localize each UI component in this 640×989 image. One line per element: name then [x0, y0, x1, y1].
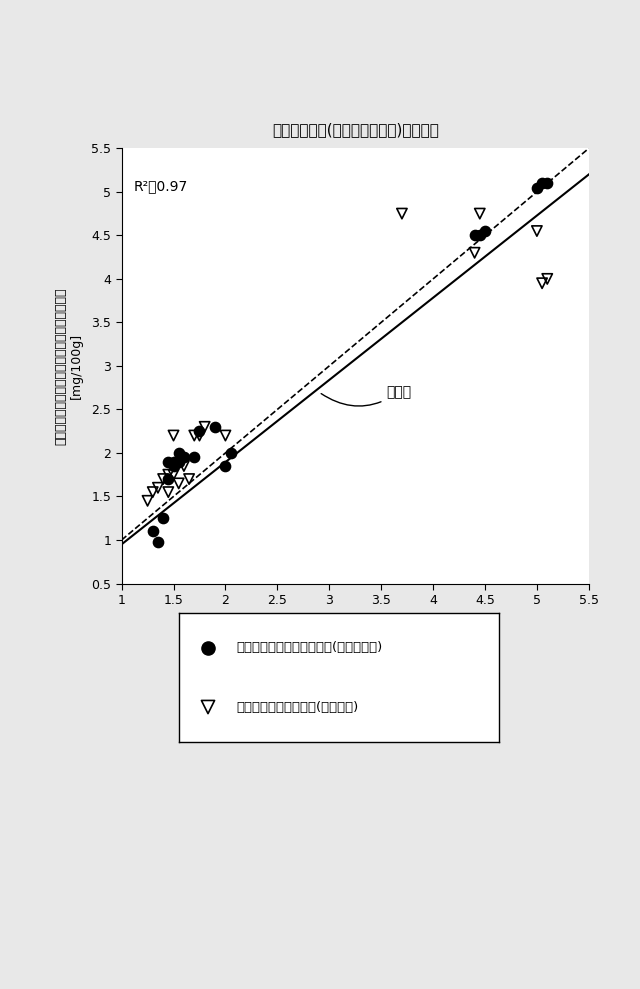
Point [470, 227, 480, 243]
Point [163, 471, 173, 487]
Text: バリデーションデータ(精度確認): バリデーションデータ(精度確認) [237, 700, 359, 713]
Point [195, 423, 205, 439]
Point [179, 458, 189, 474]
Point [173, 476, 184, 492]
Point [173, 454, 184, 470]
Point [210, 419, 220, 435]
Point [200, 419, 210, 435]
X-axis label: 化学分析から得られた「トリプトファン量」の実測値 [mg/100g]: 化学分析から得られた「トリプトファン量」の実測値 [mg/100g] [230, 615, 480, 628]
Point [168, 427, 179, 443]
Text: R²：0.97: R²：0.97 [134, 179, 188, 193]
Point [195, 427, 205, 443]
Point [173, 445, 184, 461]
Point [470, 245, 480, 261]
Point [143, 493, 153, 508]
Point [168, 458, 179, 474]
Point [148, 485, 158, 500]
Point [480, 224, 490, 239]
Point [532, 180, 542, 196]
Point [158, 510, 168, 526]
Point [148, 523, 158, 539]
Y-axis label: 蛍光指紋による「トリプトファン量」の推定値
[mg/100g]: 蛍光指紋による「トリプトファン量」の推定値 [mg/100g] [55, 287, 83, 445]
Point [220, 458, 230, 474]
Point [179, 449, 189, 465]
Point [532, 224, 542, 239]
Point [158, 471, 168, 487]
Point [225, 445, 236, 461]
Point [542, 175, 552, 191]
Point [189, 449, 200, 465]
Point [168, 454, 179, 470]
Point [163, 467, 173, 483]
Point [189, 427, 200, 443]
Point [397, 206, 407, 222]
Point [475, 206, 485, 222]
Point [168, 467, 179, 483]
Text: 検量線: 検量線 [321, 385, 412, 406]
Point [153, 534, 163, 550]
Title: 遊離アミノ酸(トリプトファン)量の推定: 遊離アミノ酸(トリプトファン)量の推定 [272, 123, 438, 137]
Text: キャリブレーションデータ(検量線作成): キャリブレーションデータ(検量線作成) [237, 642, 383, 655]
Point [153, 480, 163, 495]
Point [163, 485, 173, 500]
Point [163, 454, 173, 470]
Point [203, 699, 213, 715]
Point [184, 471, 194, 487]
Point [220, 427, 230, 443]
Point [475, 227, 485, 243]
Point [537, 175, 547, 191]
Point [537, 275, 547, 291]
Point [203, 640, 213, 656]
Point [542, 271, 552, 287]
